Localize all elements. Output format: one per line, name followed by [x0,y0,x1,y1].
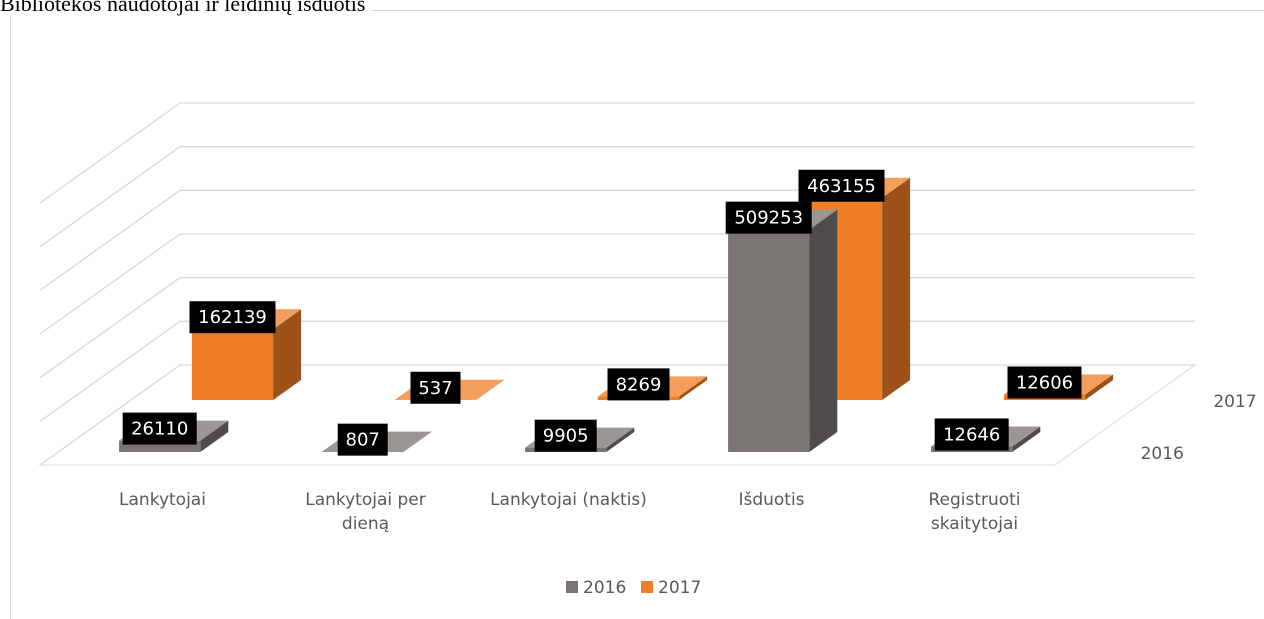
value-label-bg [122,412,197,445]
x-tick-label: Išduotis [738,490,805,510]
bar-front [191,329,274,400]
bar-side [1012,426,1041,452]
x-tick-label: Registruoti skaitytojai [928,490,1021,534]
bar-side [679,376,708,400]
value-label-bg [534,419,597,452]
bar-side [606,427,635,452]
chart-title: Bibliotekos naudotojai ir leidinių išduo… [0,0,372,17]
bar-side [809,209,838,452]
value-label-bg [607,368,670,401]
legend-swatch [566,581,578,593]
value-label-bg [1007,366,1082,399]
bar-front [728,229,810,452]
legend-label: 2017 [658,578,701,598]
depth-label: 2017 [1213,392,1256,412]
x-tick-label: Lankytojai [119,490,206,510]
value-label-bg [798,169,885,202]
value-label: 509253 [734,208,803,229]
chart-border [10,10,1264,619]
bar-side [1085,374,1114,400]
value-label: 8269 [616,374,662,395]
bar-side [882,177,911,400]
value-label-bg [725,201,812,234]
bar-side [403,431,432,452]
value-label-bg [189,301,276,334]
legend-label: 2016 [583,578,626,598]
depth-label: 2016 [1141,444,1184,464]
legend-swatch [641,581,653,593]
value-label: 162139 [198,307,267,328]
bar-side [273,309,302,400]
grid-line [39,102,1195,204]
x-tick-label: Lankytojai per dieną [305,490,426,534]
x-tick-label: Lankytojai (naktis) [490,490,647,510]
value-label: 537 [418,378,452,399]
bar-side [476,379,505,400]
bar-side [200,420,229,452]
value-label: 807 [346,430,380,451]
grid-line [39,189,1195,291]
bar [728,209,838,452]
value-label: 9905 [543,426,589,447]
value-label: 12646 [943,424,1000,445]
value-label: 26110 [131,419,188,440]
value-label-bg [934,418,1009,451]
value-label-bg [337,423,388,456]
value-label: 463155 [807,176,876,197]
value-label-bg [410,371,461,404]
value-label: 12606 [1016,372,1073,393]
grid-line [39,146,1195,248]
